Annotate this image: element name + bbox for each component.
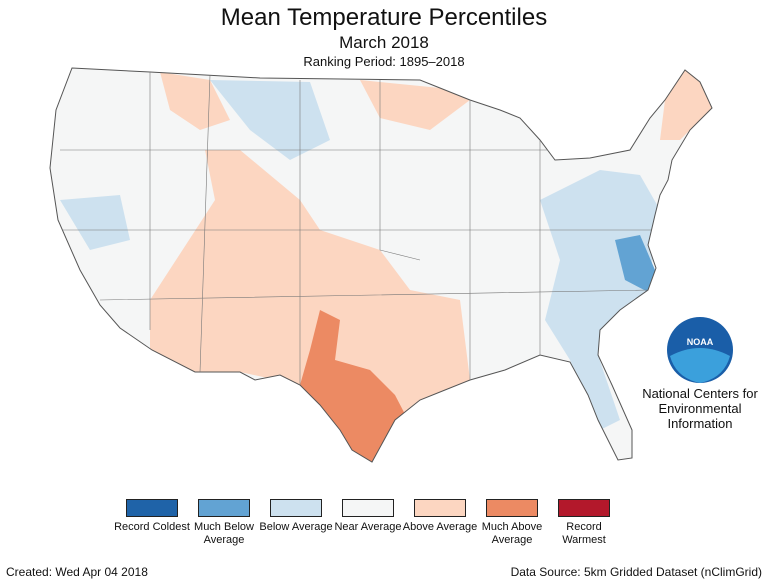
legend-swatch <box>198 499 250 517</box>
data-source: Data Source: 5km Gridded Dataset (nClimG… <box>510 565 762 579</box>
legend-swatch <box>342 499 394 517</box>
above-area <box>160 72 230 130</box>
legend-label: Near Average <box>334 521 402 533</box>
created: Created: Wed Apr 04 2018 <box>6 565 148 579</box>
legend-label: Above Average <box>402 521 478 533</box>
legend-swatch <box>414 499 466 517</box>
below-area <box>540 170 660 430</box>
legend-swatch <box>486 499 538 517</box>
above-area <box>150 150 470 462</box>
above-area <box>660 70 712 140</box>
much-below-area <box>615 235 655 292</box>
state-lines <box>60 70 660 385</box>
below-area <box>60 195 130 250</box>
legend-swatch <box>126 499 178 517</box>
legend-label: Record Warmest <box>562 521 606 546</box>
above-area <box>360 80 470 130</box>
legend-label: Much Below Average <box>194 521 254 546</box>
legend-label: Record Coldest <box>114 521 190 533</box>
ranking-period: Ranking Period: 1895–2018 <box>303 54 465 69</box>
subtitle: March 2018 <box>339 33 429 52</box>
legend-label: Much Above Average <box>481 521 543 546</box>
title: Mean Temperature Percentiles <box>220 4 548 31</box>
legend-swatch <box>270 499 322 517</box>
logo-text: NOAA <box>687 337 714 347</box>
legend-swatch <box>558 499 610 517</box>
noaa-logo-wave <box>670 348 730 383</box>
much-above-area <box>255 310 408 462</box>
org-name: National Centers for Environmental Infor… <box>642 386 758 431</box>
legend-label: Below Average <box>259 521 333 533</box>
